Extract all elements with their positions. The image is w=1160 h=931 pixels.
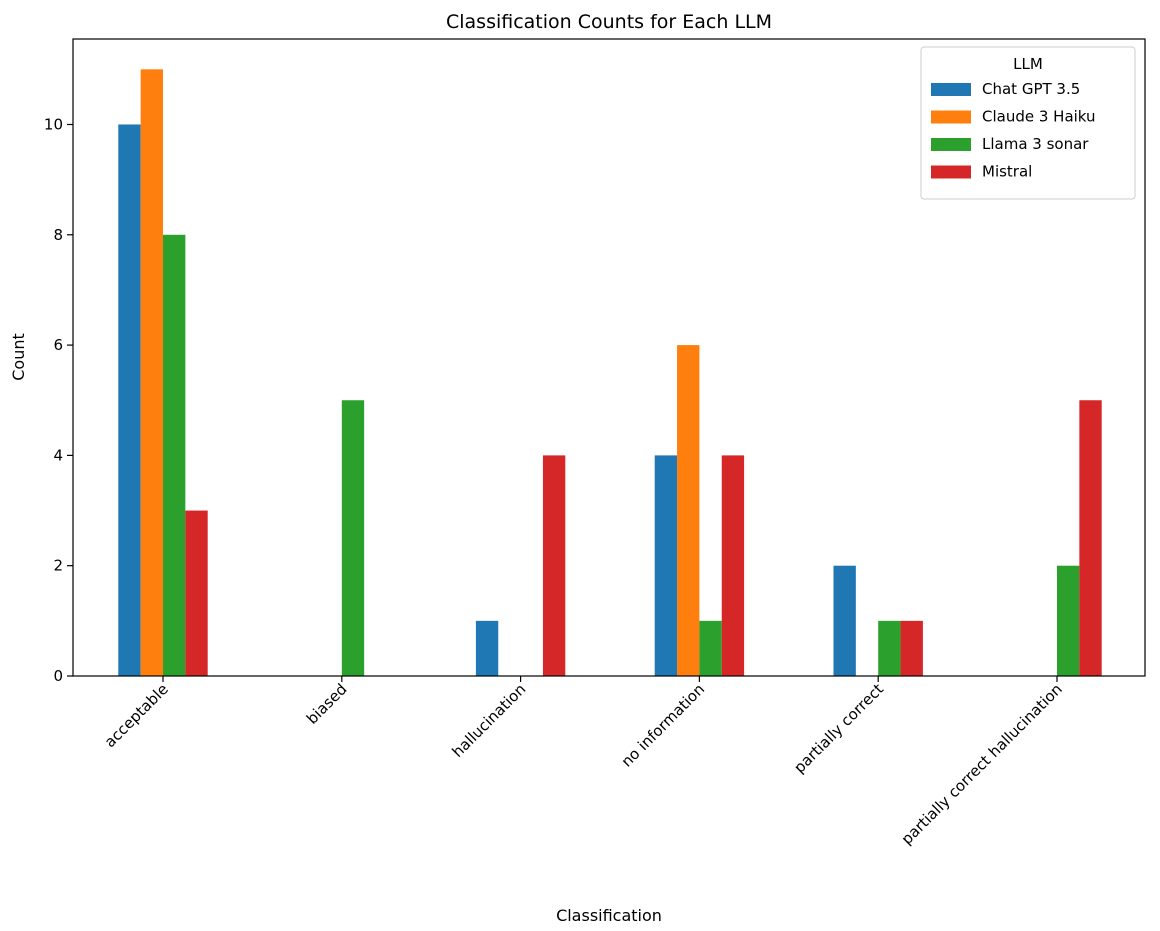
x-tick-label: biased — [303, 680, 351, 728]
bar — [721, 455, 745, 676]
bar — [1057, 565, 1080, 676]
legend-label: Chat GPT 3.5 — [982, 80, 1080, 98]
bar — [140, 69, 163, 676]
y-tick-label: 4 — [53, 446, 63, 464]
bars-group — [118, 69, 1102, 677]
bar — [677, 345, 700, 676]
y-tick-label: 6 — [53, 336, 63, 354]
bar — [900, 620, 923, 676]
x-tick-label: partially correct hallucination — [898, 680, 1066, 848]
x-tick-label: hallucination — [449, 680, 530, 761]
legend: LLM Chat GPT 3.5 Claude 3 Haiku Llama 3 so… — [920, 46, 1136, 200]
x-tick-label: partially correct — [790, 680, 887, 777]
legend-title: LLM — [1013, 55, 1043, 73]
y-axis-ticks: 0 2 4 6 8 10 — [44, 115, 73, 685]
plot-frame — [72, 38, 1146, 677]
legend-swatch — [931, 138, 971, 151]
legend-box — [920, 46, 1136, 200]
y-axis-label: Count — [9, 333, 28, 381]
chart-title: Classification Counts for Each LLM — [446, 11, 772, 33]
y-tick-label: 10 — [44, 115, 63, 133]
bar — [654, 455, 678, 676]
legend-swatch — [931, 83, 971, 96]
y-tick-label: 2 — [53, 557, 63, 575]
bar — [163, 234, 186, 677]
legend-label: Mistral — [982, 163, 1032, 181]
bar — [878, 620, 901, 676]
bar — [542, 455, 566, 676]
x-axis-label: Classification — [556, 906, 662, 925]
bar — [185, 510, 208, 676]
x-tick-label: no information — [618, 680, 709, 771]
bar — [699, 620, 722, 676]
legend-swatch — [931, 165, 971, 179]
bar — [833, 565, 856, 676]
legend-label: Claude 3 Haiku — [982, 108, 1096, 126]
x-axis-ticks: acceptable biased hallucination no informat… — [101, 676, 1066, 848]
bar — [341, 400, 365, 676]
y-tick-label: 0 — [53, 667, 63, 685]
legend-swatch — [931, 110, 971, 124]
bar — [1079, 400, 1102, 676]
y-tick-label: 8 — [53, 226, 63, 244]
x-tick-label: acceptable — [101, 680, 172, 751]
bar — [475, 620, 499, 676]
bar — [118, 124, 141, 677]
legend-label: Llama 3 sonar — [982, 135, 1089, 153]
